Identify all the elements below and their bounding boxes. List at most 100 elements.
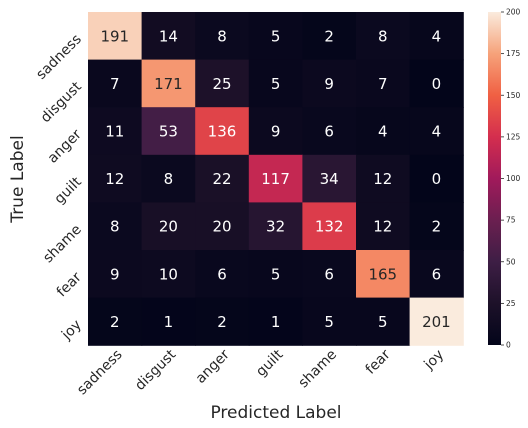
colorbar-tick-label: 0 xyxy=(506,341,511,350)
heatmap-cell xyxy=(248,107,303,156)
heatmap-cell xyxy=(409,107,464,156)
cell-value: 201 xyxy=(422,313,451,331)
cell-value: 12 xyxy=(373,218,392,236)
heatmap-cell xyxy=(195,297,250,346)
cell-value: 5 xyxy=(324,313,334,331)
heatmap-cell xyxy=(88,107,143,156)
x-tick-label: anger xyxy=(193,347,233,387)
cell-value: 20 xyxy=(159,218,178,236)
heatmap-cell xyxy=(302,154,357,203)
colorbar-tick-label: 150 xyxy=(506,91,521,100)
x-tick-label: shame xyxy=(295,347,340,392)
heatmap-cell xyxy=(356,59,411,108)
cell-value: 1 xyxy=(271,313,281,331)
heatmap-cell xyxy=(141,12,196,61)
x-tick-label: fear xyxy=(363,347,394,378)
x-axis-label: Predicted Label xyxy=(210,403,341,423)
cell-value: 132 xyxy=(315,218,344,236)
colorbar-tick-label: 175 xyxy=(506,49,521,58)
heatmap-cell xyxy=(356,202,411,251)
x-tick-labels: sadness disgust anger guilt shame fear joy xyxy=(74,346,447,398)
heatmap-cell xyxy=(195,12,250,61)
cell-annotations: 191 14 8 5 2 8 47 171 25 5 9 7 011 53 136 9 6 4 412 8 22 117 3… xyxy=(100,27,450,331)
heatmap-cell xyxy=(248,154,303,203)
colorbar xyxy=(488,12,501,345)
cell-value: 165 xyxy=(368,265,397,283)
heatmap-cell xyxy=(356,154,411,203)
heatmap-cell xyxy=(248,250,303,299)
heatmap-cell xyxy=(248,59,303,108)
cell-value: 136 xyxy=(208,123,237,141)
cell-value: 1 xyxy=(164,313,174,331)
heatmap-cell xyxy=(88,250,143,299)
cell-value: 5 xyxy=(378,313,388,331)
y-tick-label: disgust xyxy=(38,79,85,126)
cell-value: 2 xyxy=(324,27,334,45)
heatmap-cell xyxy=(409,154,464,203)
cell-value: 0 xyxy=(432,170,442,188)
heatmap-cell xyxy=(195,250,250,299)
cell-value: 8 xyxy=(164,170,174,188)
heatmap-cell xyxy=(88,297,143,346)
colorbar-tick-label: 200 xyxy=(506,8,521,17)
heatmap-cell xyxy=(195,202,250,251)
heatmap-cell xyxy=(195,154,250,203)
cell-value: 0 xyxy=(432,75,442,93)
cell-value: 9 xyxy=(324,75,334,93)
heatmap-cell xyxy=(141,59,196,108)
colorbar-tick-label: 50 xyxy=(506,257,516,266)
heatmap-cell xyxy=(356,297,411,346)
heatmap-cell xyxy=(356,107,411,156)
heatmap-cell xyxy=(195,107,250,156)
heatmap-cell xyxy=(409,59,464,108)
heatmap-cell xyxy=(141,250,196,299)
heatmap-cell xyxy=(141,297,196,346)
cell-value: 10 xyxy=(159,265,178,283)
cell-value: 34 xyxy=(320,170,339,188)
heatmap-cell xyxy=(302,202,357,251)
cell-value: 8 xyxy=(217,27,227,45)
y-axis-label: True Label xyxy=(8,135,28,223)
heatmap-cell xyxy=(88,202,143,251)
colorbar-ticks: 0 25 50 75 100 125 150 175 200 xyxy=(501,8,521,350)
cell-value: 4 xyxy=(432,123,442,141)
y-tick-label: joy xyxy=(58,317,85,344)
x-tick-label: guilt xyxy=(253,346,287,380)
heatmap-cell xyxy=(88,12,143,61)
cell-value: 7 xyxy=(110,75,120,93)
cell-value: 6 xyxy=(217,265,227,283)
heatmap-cell xyxy=(141,154,196,203)
heatmap-cell xyxy=(88,154,143,203)
heatmap-cell xyxy=(302,250,357,299)
colorbar-tick-label: 125 xyxy=(506,132,521,141)
y-tick-label: sadness xyxy=(33,31,85,83)
cell-value: 6 xyxy=(432,265,442,283)
cell-value: 2 xyxy=(432,218,442,236)
cell-value: 2 xyxy=(217,313,227,331)
y-tick-label: fear xyxy=(54,269,85,300)
heatmap-cell xyxy=(302,12,357,61)
y-tick-label: anger xyxy=(45,126,85,166)
heatmap-cell xyxy=(88,59,143,108)
cell-value: 25 xyxy=(212,75,231,93)
cell-value: 53 xyxy=(159,123,178,141)
cell-value: 8 xyxy=(378,27,388,45)
heatmap-cell xyxy=(356,12,411,61)
cell-value: 7 xyxy=(378,75,388,93)
heatmap-cell xyxy=(409,202,464,251)
cell-value: 2 xyxy=(110,313,120,331)
cell-value: 20 xyxy=(212,218,231,236)
cell-value: 191 xyxy=(100,27,129,45)
heatmap-cells xyxy=(88,12,464,346)
heatmap-cell xyxy=(356,250,411,299)
cell-value: 117 xyxy=(261,170,290,188)
heatmap-cell xyxy=(409,297,464,346)
x-tick-label: sadness xyxy=(74,347,126,399)
heatmap-cell xyxy=(302,59,357,108)
cell-value: 32 xyxy=(266,218,285,236)
heatmap-cell xyxy=(141,202,196,251)
heatmap-cell xyxy=(141,107,196,156)
